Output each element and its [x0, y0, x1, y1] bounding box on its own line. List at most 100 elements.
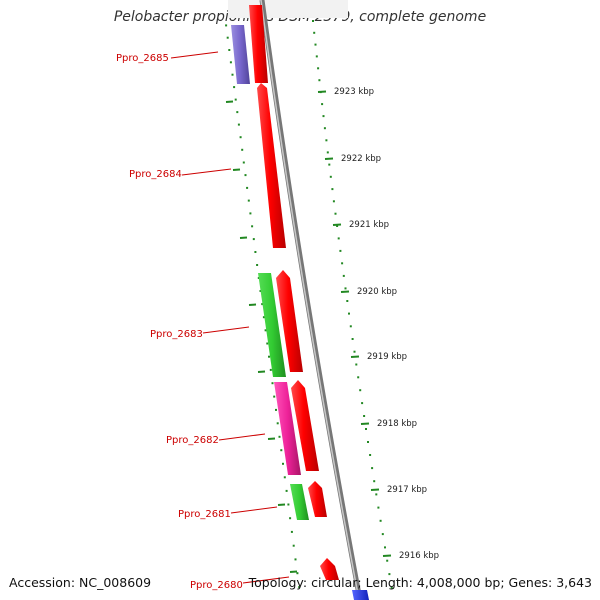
guide-dot [244, 174, 247, 177]
gene-label-group: Ppro_2685 Ppro_2684 Ppro_2683 Ppro_2682 … [116, 51, 290, 591]
guide-dot [379, 519, 382, 522]
guide-dot [236, 111, 239, 114]
guide-dot [323, 127, 326, 130]
genome-backbone-highlight [260, 0, 360, 600]
guide-dot [241, 148, 244, 151]
kbp-tick [332, 223, 342, 226]
gene-label[interactable]: Ppro_2684 [129, 169, 182, 180]
guide-dot [287, 503, 290, 506]
guide-dot [390, 586, 393, 589]
kbp-label: 2916 kbp [399, 551, 439, 561]
guide-dot [375, 493, 378, 496]
guide-dot [275, 408, 277, 411]
guide-dot [278, 435, 281, 438]
guide-dot [251, 225, 254, 228]
inner-tick [225, 100, 234, 103]
kbp-label: 2923 kbp [334, 87, 374, 97]
guide-dot [355, 363, 358, 366]
kbp-label: 2922 kbp [341, 154, 381, 164]
guide-dot [349, 325, 352, 328]
guide-dot [314, 43, 317, 46]
gene-label[interactable]: Ppro_2682 [166, 435, 219, 446]
guide-dot [334, 212, 337, 215]
guide-dot [329, 175, 332, 178]
kbp-label: 2917 kbp [387, 485, 427, 495]
guide-dot [234, 98, 237, 101]
guide-dot [312, 20, 314, 22]
guide-dot [269, 368, 272, 371]
gene-label[interactable]: Ppro_2680 [190, 580, 243, 591]
kbp-tick [370, 488, 380, 491]
inner-tick [257, 370, 266, 373]
pink-feature [274, 382, 301, 475]
guide-dot [289, 517, 292, 520]
guide-dot [233, 86, 236, 89]
gene-arrow-ppro-2681 [308, 481, 327, 517]
guide-dot [229, 61, 232, 64]
guide-dot [337, 237, 340, 240]
guide-dot [318, 79, 321, 82]
guide-dot [239, 136, 242, 139]
guide-dot [339, 249, 342, 252]
gene-arrow-ppro-2685 [249, 5, 268, 83]
guide-dot [371, 467, 374, 470]
guide-dot [276, 422, 279, 425]
kbp-tick [317, 90, 327, 93]
guide-dot [365, 428, 367, 430]
inner-tick [239, 236, 248, 239]
accession-text: Accession: NC_008609 [9, 575, 152, 590]
outer-dotted-guide [312, 20, 393, 589]
kbp-tick [350, 355, 360, 358]
guide-dot [331, 188, 334, 191]
guide-dot [226, 36, 229, 39]
guide-dot [252, 238, 255, 241]
guide-dot [259, 290, 262, 292]
kbp-tick [340, 290, 350, 293]
guide-dot [271, 382, 274, 385]
kbp-ticks [317, 90, 392, 557]
guide-dot [298, 586, 301, 589]
guide-dot [359, 389, 362, 392]
guide-dot [225, 24, 228, 27]
kbp-label-group: 2923 kbp 2922 kbp 2921 kbp 2920 kbp 2919… [334, 87, 439, 561]
guide-dot [242, 161, 245, 164]
guide-dot [268, 355, 270, 358]
kbp-tick [382, 554, 392, 557]
inner-tick [289, 570, 298, 573]
guide-dot [322, 115, 325, 118]
guide-dot [247, 199, 250, 202]
guide-dot [328, 163, 331, 166]
guide-dot [386, 559, 389, 562]
guide-dot [254, 251, 257, 253]
inner-tick [277, 503, 286, 506]
guide-dot [315, 55, 318, 58]
kbp-tick [360, 422, 370, 425]
gene-label[interactable]: Ppro_2685 [116, 53, 169, 64]
guide-dot [290, 530, 293, 533]
guide-dot [256, 264, 259, 266]
guide-dot [237, 123, 240, 126]
genome-backbone [259, 0, 363, 600]
guide-dot [228, 49, 231, 51]
green-feature-2681 [290, 484, 309, 520]
guide-dot [357, 376, 360, 379]
kbp-label: 2920 kbp [357, 287, 397, 297]
gene-arrow-ppro-2683 [276, 270, 303, 372]
kbp-label: 2921 kbp [349, 220, 389, 230]
gene-label[interactable]: Ppro_2681 [178, 509, 231, 520]
guide-dot [261, 303, 264, 306]
guide-dot [336, 225, 339, 227]
blue-feature [352, 590, 369, 600]
guide-dot [342, 274, 345, 277]
gene-label[interactable]: Ppro_2683 [150, 329, 203, 340]
guide-dot [384, 546, 386, 549]
guide-dot [388, 573, 391, 576]
kbp-label: 2919 kbp [367, 352, 407, 362]
gene-arrow-ppro-2682 [291, 380, 319, 471]
kbp-label: 2918 kbp [377, 419, 417, 429]
guide-dot [246, 186, 249, 189]
guide-dot [367, 441, 369, 443]
guide-dot [285, 489, 288, 492]
guide-dot [294, 558, 297, 561]
guide-dot [273, 395, 276, 398]
